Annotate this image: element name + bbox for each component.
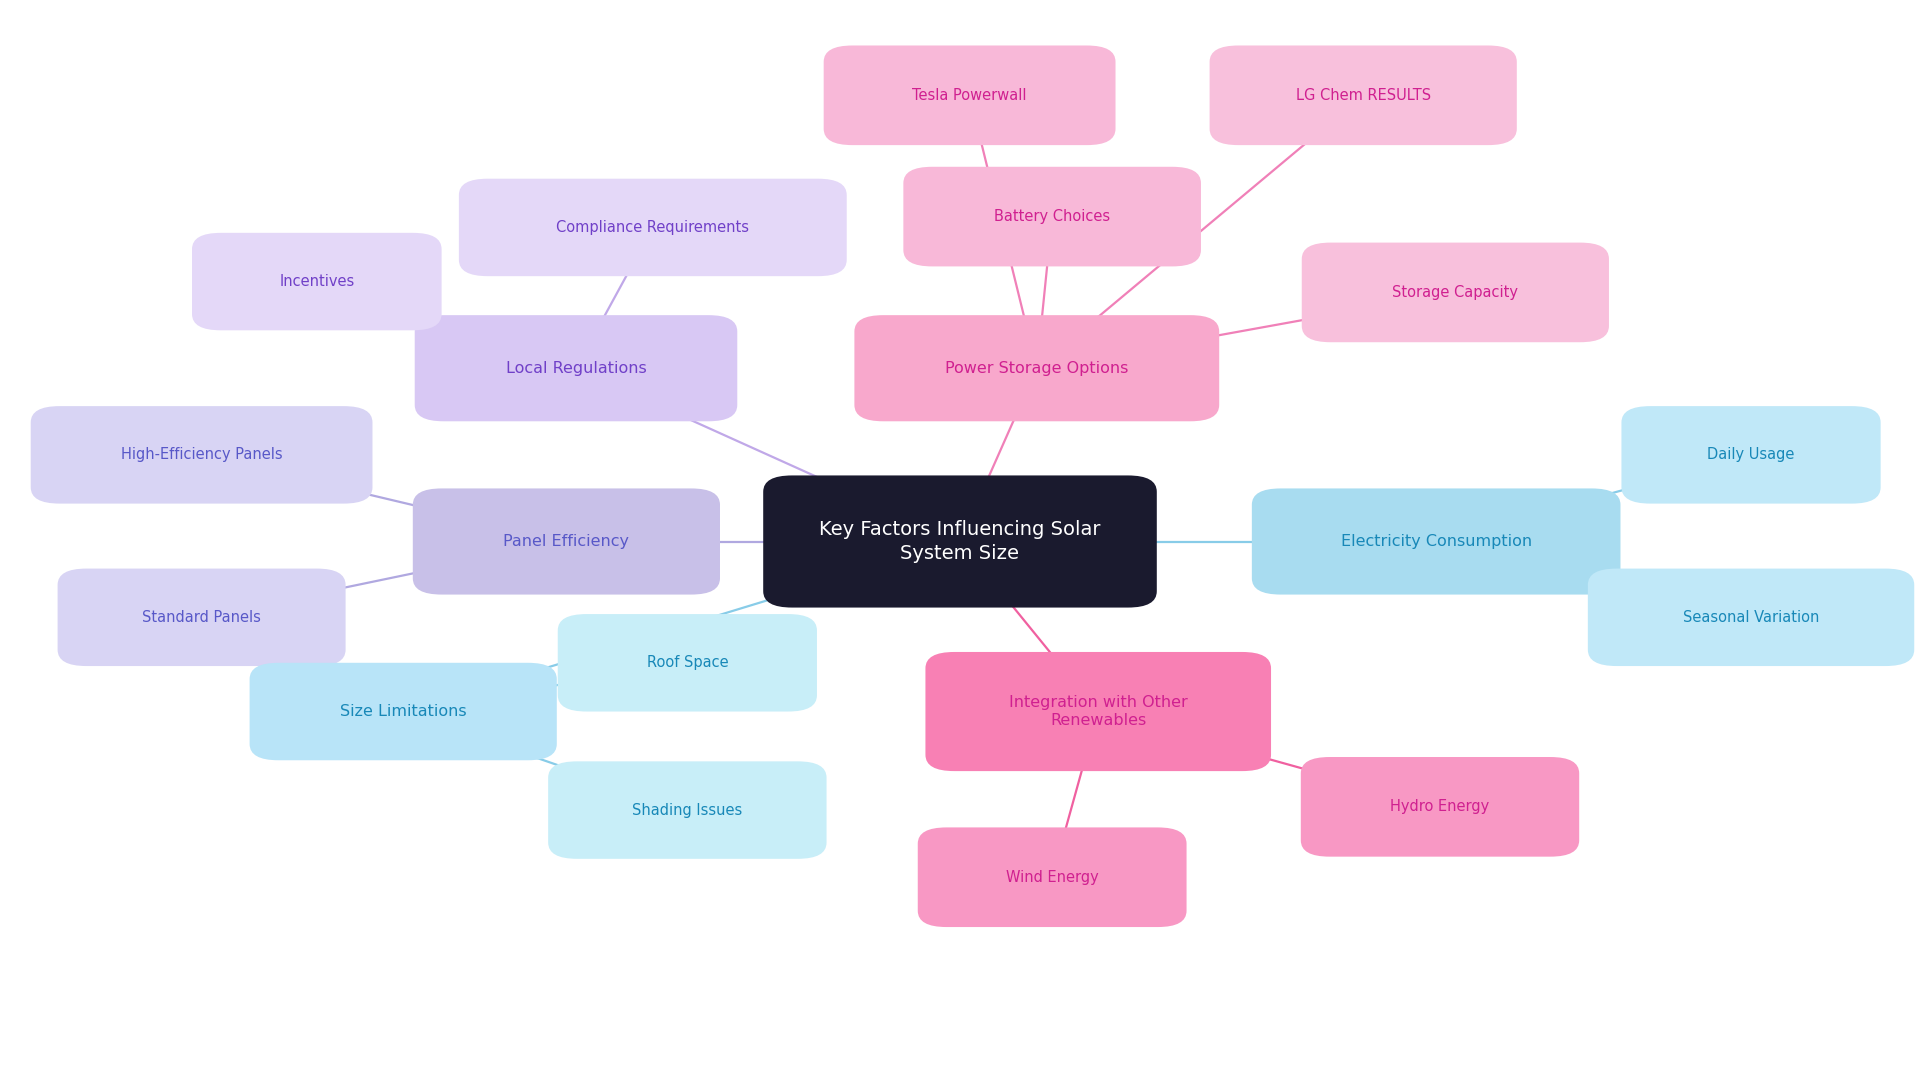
FancyBboxPatch shape [549, 761, 826, 859]
Text: Wind Energy: Wind Energy [1006, 870, 1098, 885]
Text: LG Chem RESULTS: LG Chem RESULTS [1296, 88, 1430, 103]
Text: Integration with Other
Renewables: Integration with Other Renewables [1008, 694, 1188, 729]
FancyBboxPatch shape [192, 233, 442, 330]
FancyBboxPatch shape [413, 488, 720, 595]
FancyBboxPatch shape [918, 827, 1187, 927]
Text: Tesla Powerwall: Tesla Powerwall [912, 88, 1027, 103]
FancyBboxPatch shape [925, 652, 1271, 771]
FancyBboxPatch shape [1302, 243, 1609, 342]
Text: Standard Panels: Standard Panels [142, 610, 261, 625]
FancyBboxPatch shape [1210, 45, 1517, 145]
FancyBboxPatch shape [824, 45, 1116, 145]
Text: Key Factors Influencing Solar
System Size: Key Factors Influencing Solar System Siz… [820, 520, 1100, 563]
Text: Battery Choices: Battery Choices [995, 209, 1110, 224]
Text: Incentives: Incentives [278, 274, 355, 289]
Text: Storage Capacity: Storage Capacity [1392, 285, 1519, 300]
Text: Local Regulations: Local Regulations [505, 361, 647, 376]
Text: High-Efficiency Panels: High-Efficiency Panels [121, 447, 282, 462]
FancyBboxPatch shape [762, 475, 1156, 608]
Text: Electricity Consumption: Electricity Consumption [1340, 534, 1532, 549]
Text: Power Storage Options: Power Storage Options [945, 361, 1129, 376]
Text: Size Limitations: Size Limitations [340, 704, 467, 719]
FancyBboxPatch shape [557, 614, 818, 712]
FancyBboxPatch shape [1302, 757, 1578, 857]
FancyBboxPatch shape [1620, 406, 1882, 504]
Text: Roof Space: Roof Space [647, 655, 728, 670]
FancyBboxPatch shape [250, 663, 557, 760]
FancyBboxPatch shape [415, 315, 737, 421]
FancyBboxPatch shape [459, 179, 847, 276]
Text: Seasonal Variation: Seasonal Variation [1682, 610, 1820, 625]
FancyBboxPatch shape [1588, 569, 1914, 666]
FancyBboxPatch shape [902, 167, 1202, 266]
FancyBboxPatch shape [1252, 488, 1620, 595]
Text: Shading Issues: Shading Issues [632, 803, 743, 818]
Text: Daily Usage: Daily Usage [1707, 447, 1795, 462]
Text: Compliance Requirements: Compliance Requirements [557, 220, 749, 235]
FancyBboxPatch shape [58, 569, 346, 666]
Text: Panel Efficiency: Panel Efficiency [503, 534, 630, 549]
Text: Hydro Energy: Hydro Energy [1390, 799, 1490, 814]
FancyBboxPatch shape [854, 315, 1219, 421]
FancyBboxPatch shape [31, 406, 372, 504]
